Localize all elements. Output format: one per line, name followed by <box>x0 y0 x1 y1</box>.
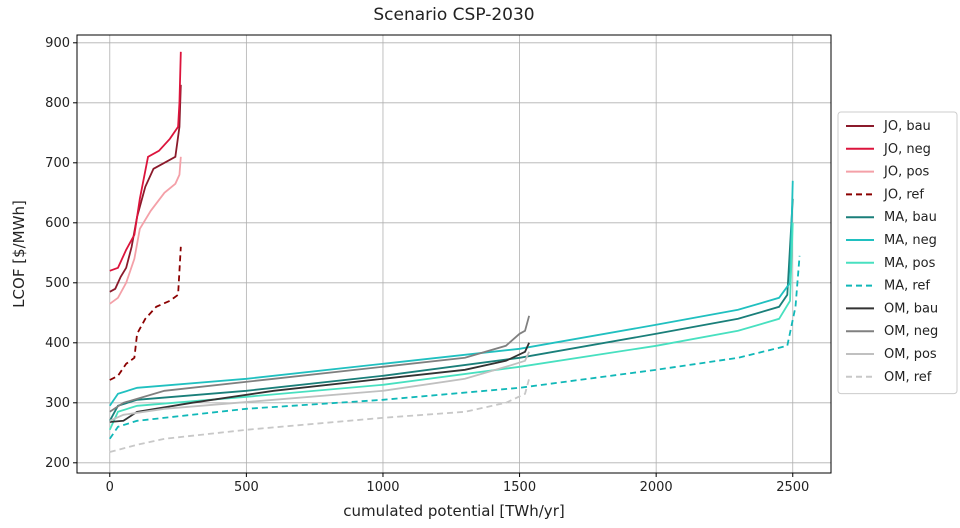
y-tick-label: 300 <box>45 396 70 411</box>
plot-frame <box>76 34 832 474</box>
y-tick-label: 900 <box>45 36 70 51</box>
y-tick-label: 400 <box>45 336 70 351</box>
legend-label: MA, bau <box>884 210 937 225</box>
line-series <box>109 255 801 440</box>
line-series <box>109 180 794 407</box>
x-tick-label: 0 <box>106 480 114 495</box>
x-tick-label: 2500 <box>776 480 809 495</box>
y-axis-label: LCOF [$/MWh] <box>10 200 28 308</box>
line-series <box>108 222 794 431</box>
legend-label: OM, pos <box>884 347 937 362</box>
line-series <box>109 315 530 413</box>
line-series <box>109 378 530 453</box>
y-tick-label: 600 <box>45 216 70 231</box>
x-tick-label: 500 <box>234 480 259 495</box>
line-series <box>109 156 182 305</box>
line-series <box>109 51 182 272</box>
legend-label: OM, ref <box>884 370 932 385</box>
x-tick-label: 2000 <box>640 480 673 495</box>
legend-label: MA, neg <box>884 233 937 248</box>
x-axis-label: cumulated potential [TWh/yr] <box>343 502 564 520</box>
legend-label: MA, pos <box>884 256 936 271</box>
legend-label: MA, ref <box>884 279 930 294</box>
y-tick-label: 700 <box>45 156 70 171</box>
line-series <box>109 351 530 422</box>
line-series <box>109 342 530 423</box>
legend-label: JO, pos <box>883 165 930 180</box>
legend-box <box>837 111 958 395</box>
chart-title: Scenario CSP-2030 <box>373 5 534 25</box>
line-series <box>109 246 182 381</box>
line-series <box>109 84 182 293</box>
legend-label: OM, neg <box>884 324 938 339</box>
legend-label: JO, neg <box>883 142 931 157</box>
x-tick-label: 1500 <box>503 480 536 495</box>
y-tick-label: 500 <box>45 276 70 291</box>
legend-label: JO, ref <box>883 187 924 202</box>
y-tick-label: 800 <box>45 96 70 111</box>
legend-label: JO, bau <box>883 119 931 134</box>
legend-label: OM, bau <box>884 301 938 316</box>
line-series <box>108 198 794 422</box>
y-tick-label: 200 <box>45 456 70 471</box>
x-tick-label: 1000 <box>366 480 399 495</box>
